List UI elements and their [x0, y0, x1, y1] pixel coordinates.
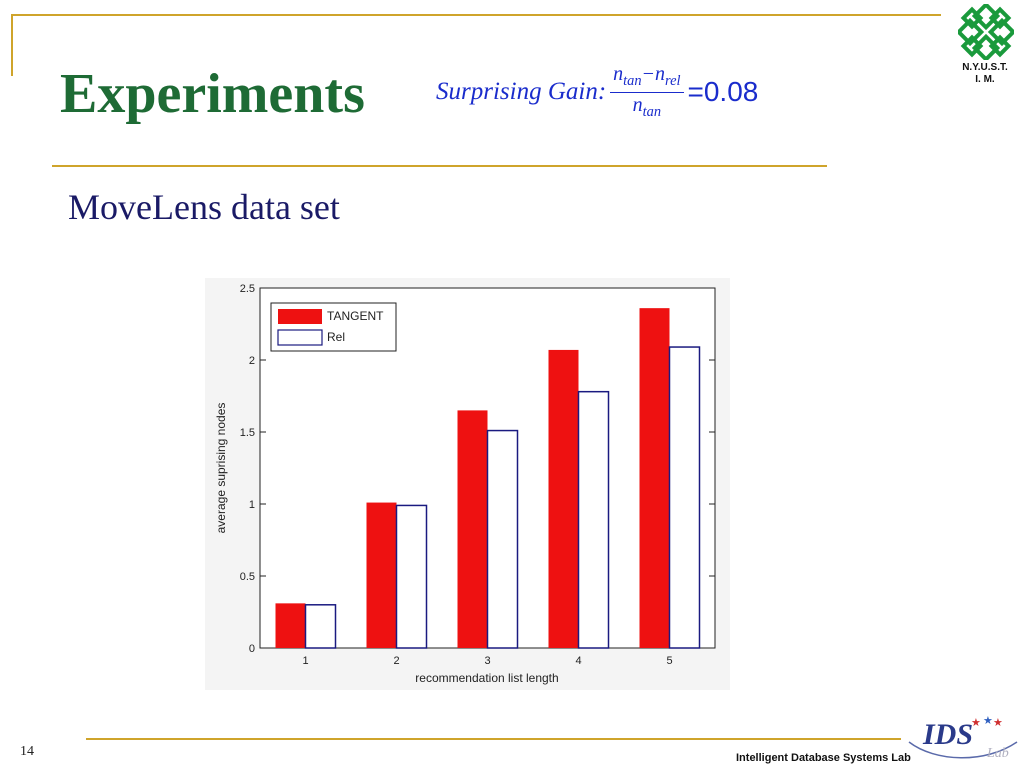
- y-tick-label: 0.5: [240, 571, 255, 583]
- svg-text:★: ★: [993, 717, 1003, 729]
- svg-text:★: ★: [971, 717, 981, 729]
- x-tick-label: 1: [302, 655, 308, 667]
- ids-lab-logo-icon: IDS Lab ★ ★ ★: [908, 715, 1018, 761]
- university-logo-icon: [958, 4, 1014, 60]
- title-underline: [52, 165, 827, 167]
- bar-tangent: [457, 410, 488, 648]
- page-number: 14: [20, 744, 34, 759]
- ids-logo-text: IDS: [922, 718, 973, 751]
- footer-lab-name: Intelligent Database Systems Lab: [736, 752, 911, 764]
- formula-denominator: ntan: [632, 94, 662, 120]
- y-tick-label: 1: [249, 499, 255, 511]
- y-axis: 0 0.5 1 1.5 2 2.5: [240, 283, 715, 655]
- formula-value: =0.08: [687, 76, 759, 107]
- legend: TANGENT Rel: [270, 302, 397, 352]
- y-tick-label: 2.5: [240, 283, 255, 295]
- formula-label: Surprising Gain:: [436, 78, 607, 105]
- legend-label-tangent: TANGENT: [327, 309, 384, 323]
- header-rule-top: [11, 14, 941, 16]
- y-tick-label: 0: [249, 643, 255, 655]
- legend-label-rel: Rel: [327, 330, 345, 344]
- bar-tangent: [639, 308, 670, 648]
- y-tick-label: 2: [249, 355, 255, 367]
- x-tick-label: 3: [484, 655, 490, 667]
- slide-title: Experiments: [60, 63, 365, 125]
- bar-rel: [304, 604, 337, 649]
- y-tick-label: 1.5: [240, 427, 255, 439]
- formula-fraction: ntan−nrel ntan: [610, 63, 684, 121]
- bar-rel: [577, 390, 610, 649]
- institution-label: N.Y.U.S.T. I. M.: [962, 62, 1008, 85]
- x-tick-label: 5: [666, 655, 672, 667]
- y-axis-label: average suprising nodes: [214, 403, 228, 534]
- bar-rel: [395, 504, 428, 649]
- x-tick-label: 2: [393, 655, 399, 667]
- surprising-gain-formula: Surprising Gain: ntan−nrel ntan =0.08: [436, 58, 758, 126]
- legend-swatch-tangent: [278, 309, 322, 324]
- x-tick-label: 4: [575, 655, 581, 667]
- ids-logo-sub: Lab: [986, 746, 1009, 761]
- svg-text:★: ★: [983, 715, 993, 727]
- slide-subtitle: MoveLens data set: [68, 187, 340, 227]
- bar-rel: [668, 346, 701, 649]
- bars: [275, 308, 701, 649]
- legend-swatch-rel: [277, 329, 323, 346]
- bar-tangent: [275, 603, 306, 648]
- bar-tangent: [366, 502, 397, 648]
- x-axis-label: recommendation list length: [415, 671, 558, 685]
- bar-chart: 0 0.5 1 1.5 2 2.5 1 2 3 4 5 recommendation list l…: [205, 278, 730, 690]
- bar-rel: [486, 429, 519, 649]
- formula-numerator: ntan−nrel: [610, 63, 684, 93]
- bar-tangent: [548, 349, 579, 648]
- footer-rule: [86, 738, 901, 740]
- header-rule-vertical: [11, 14, 13, 76]
